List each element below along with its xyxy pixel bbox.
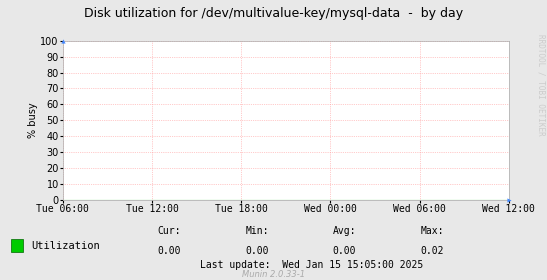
Text: Utilization: Utilization <box>31 241 100 251</box>
Text: Last update:  Wed Jan 15 15:05:00 2025: Last update: Wed Jan 15 15:05:00 2025 <box>200 260 423 270</box>
Text: Disk utilization for /dev/multivalue-key/mysql-data  -  by day: Disk utilization for /dev/multivalue-key… <box>84 7 463 20</box>
Text: Cur:: Cur: <box>158 226 181 236</box>
Text: Min:: Min: <box>246 226 269 236</box>
Text: Max:: Max: <box>421 226 444 236</box>
Text: Munin 2.0.33-1: Munin 2.0.33-1 <box>242 270 305 279</box>
Text: 0.02: 0.02 <box>421 246 444 256</box>
Text: 0.00: 0.00 <box>333 246 356 256</box>
Text: 0.00: 0.00 <box>158 246 181 256</box>
Text: 0.00: 0.00 <box>246 246 269 256</box>
Y-axis label: % busy: % busy <box>27 102 38 138</box>
Text: RRDTOOL / TOBI OETIKER: RRDTOOL / TOBI OETIKER <box>537 34 546 135</box>
Text: Avg:: Avg: <box>333 226 356 236</box>
